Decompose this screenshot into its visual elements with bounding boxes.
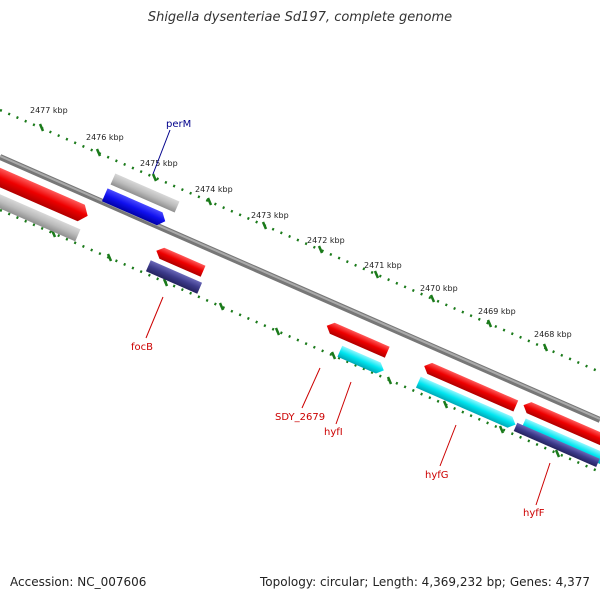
ruler-labels: 2477 kbp 2476 kbp 2475 kbp 2474 kbp 2473… [30,106,572,339]
feature-focB-upper[interactable] [154,245,206,277]
feature-hyfF-cds[interactable] [513,422,600,467]
label-leader-lines [145,129,551,506]
accession-text: Accession: NC_007606 [10,575,147,589]
map-title: Shigella dysenteriae Sd197, complete gen… [147,10,453,25]
gene-label-hyfG[interactable]: hyfG [425,470,449,481]
feature-SDY_2679-cds[interactable] [324,320,390,358]
gene-label-SDY_2679[interactable]: SDY_2679 [275,412,325,423]
gene-label-perM[interactable]: perM [166,119,191,130]
topology-text: Topology: circular; [259,575,369,589]
feature-hyfG-upper[interactable] [422,360,519,412]
feature-grey-top-left[interactable] [0,152,91,224]
gene-label-hyfF[interactable]: hyfF [523,508,545,519]
gene-label-focB[interactable]: focB [131,342,153,353]
outer-ruler-dots [0,108,600,374]
genes-count-text: Genes: 4,377 [509,575,590,589]
feature-focB-cds[interactable] [145,260,203,294]
feature-perM-cds[interactable] [101,188,168,227]
ruler-label: 2468 kbp [534,330,572,339]
genome-stats: Topology: circular; Length: 4,369,232 bp… [260,575,590,589]
inner-ruler-dots [0,208,600,474]
feature-perM-grey[interactable] [110,173,180,213]
gene-label-hyfI[interactable]: hyfI [324,427,343,438]
ruler-label: 2470 kbp [420,284,458,293]
ruler-label: 2469 kbp [478,307,516,316]
feature-grey-left[interactable] [0,180,81,242]
outer-ruler-major-ticks [38,123,549,352]
ruler-label: 2473 kbp [251,211,289,220]
ruler-label: 2477 kbp [30,106,68,115]
ruler-label: 2474 kbp [195,185,233,194]
ruler-label: 2476 kbp [86,133,124,142]
ruler-label: 2475 kbp [140,159,178,168]
length-text: Length: 4,369,232 bp; [372,575,506,589]
feature-hyfI-cds[interactable] [337,345,386,376]
ruler-label: 2472 kbp [307,236,345,245]
feature-hyfF-upper[interactable] [521,400,600,447]
feature-hyfG-cds[interactable] [415,376,518,430]
ruler-label: 2471 kbp [364,261,402,270]
